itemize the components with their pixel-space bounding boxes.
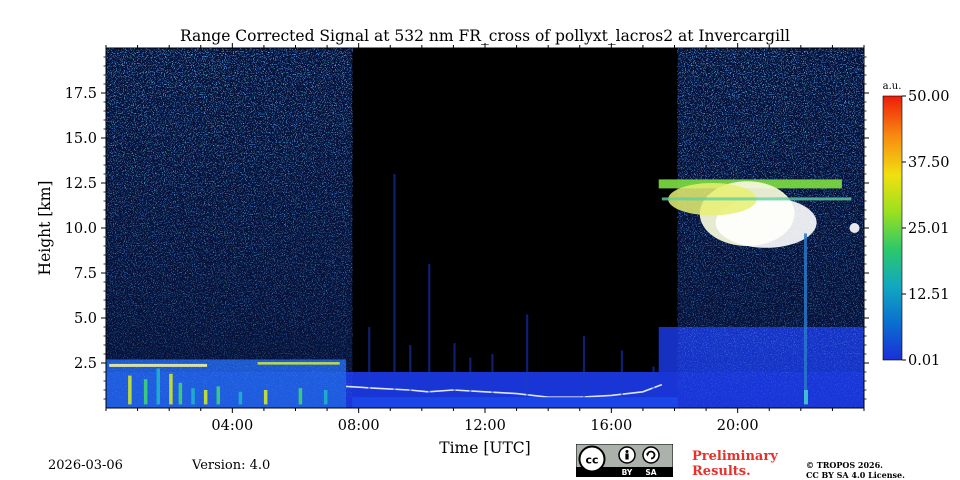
signal-streak — [652, 366, 655, 398]
heatmap-plot-area — [106, 48, 864, 408]
copyright-line-1: © TROPOS 2026. — [806, 460, 883, 470]
cirrus-fragment — [849, 223, 860, 233]
by-label: BY — [622, 468, 633, 477]
y-tick-label: 5.0 — [74, 311, 97, 327]
x-tick-label: 16:00 — [590, 418, 632, 434]
aerosol-layer-top-line — [109, 363, 208, 367]
preliminary-results-note: Preliminary Results. — [692, 449, 802, 479]
aerosol-streak — [238, 391, 243, 405]
copyright-line-2: CC BY SA 4.0 License. — [806, 470, 905, 480]
footer-date: 2026-03-06 — [48, 458, 123, 473]
cc-by-sa-license-badge: cc BY SA — [576, 444, 673, 477]
y-tick-label: 12.5 — [65, 176, 97, 192]
signal-streak — [453, 343, 456, 398]
aerosol-layer-top-line — [257, 362, 340, 365]
aerosol-streak — [191, 388, 195, 405]
colorbar-tick-label: 25.01 — [908, 221, 950, 237]
y-axis-ticks: 2.5 5.0 7.5 10.0 12.5 15.0 17.5 — [65, 56, 869, 400]
preliminary-line-2: Results. — [692, 464, 751, 479]
x-tick-label: 20:00 — [717, 418, 759, 434]
preliminary-line-1: Preliminary — [692, 449, 778, 464]
aerosol-streak — [169, 373, 173, 405]
colorbar-gradient — [882, 95, 903, 361]
signal-streak — [469, 357, 472, 398]
fall-streak-base — [803, 390, 808, 405]
colorbar: a.u. 0.01 12.51 25.01 37.50 50.00 — [883, 81, 950, 369]
aerosol-streak — [156, 368, 161, 405]
aerosol-streak — [263, 390, 268, 405]
x-tick-label: 08:00 — [338, 418, 380, 434]
cc-label: cc — [585, 454, 598, 467]
aerosol-streak — [128, 375, 132, 405]
signal-streak — [428, 264, 431, 398]
y-tick-label: 17.5 — [65, 86, 97, 102]
colorbar-tick-label: 12.51 — [908, 287, 950, 303]
aerosol-streak — [178, 382, 183, 405]
signal-features — [109, 174, 860, 408]
noise-left-yellow — [106, 48, 242, 408]
chart-title: Range Corrected Signal at 532 nm FR_cros… — [180, 27, 790, 45]
fall-streak — [803, 233, 807, 405]
aerosol-streak — [323, 390, 328, 405]
colorbar-tick-label: 0.01 — [908, 353, 940, 369]
colorbar-tick-label: 37.50 — [908, 155, 950, 171]
y-tick-label: 15.0 — [65, 131, 97, 147]
x-axis-label: Time [UTC] — [439, 439, 530, 457]
signal-streak — [409, 345, 412, 398]
y-tick-label: 7.5 — [74, 266, 97, 282]
copyright-note: © TROPOS 2026. CC BY SA 4.0 License. — [806, 460, 956, 480]
share-alike-icon — [642, 446, 660, 464]
footer-version: Version: 4.0 — [192, 458, 271, 473]
y-axis-label: Height [km] — [36, 181, 54, 276]
colorbar-tick-label: 50.00 — [908, 89, 950, 105]
signal-streak — [620, 350, 624, 398]
signal-streak — [491, 354, 494, 398]
signal-streak — [582, 336, 586, 398]
boundary-layer-top-line — [345, 383, 663, 399]
y-tick-label: 2.5 — [74, 356, 97, 372]
aerosol-streak — [216, 386, 221, 405]
signal-streak — [526, 314, 529, 398]
colorbar-ticks: 0.01 12.51 25.01 37.50 50.00 — [902, 89, 950, 369]
aerosol-streak — [203, 390, 208, 405]
x-tick-label: 12:00 — [464, 418, 506, 434]
y-tick-label: 10.0 — [65, 221, 97, 237]
cirrus-lower-band — [661, 197, 852, 201]
aerosol-streak — [298, 388, 303, 405]
signal-streak — [393, 174, 396, 398]
x-axis-ticks: 04:00 08:00 12:00 16:00 20:00 — [105, 43, 865, 434]
cc-icon — [578, 445, 606, 473]
x-tick-label: 04:00 — [211, 418, 253, 434]
aerosol-streak — [143, 379, 148, 405]
signal-streak — [368, 327, 371, 398]
colorbar-unit: a.u. — [883, 81, 902, 92]
sa-label: SA — [645, 468, 656, 477]
surface-layer — [352, 397, 678, 408]
